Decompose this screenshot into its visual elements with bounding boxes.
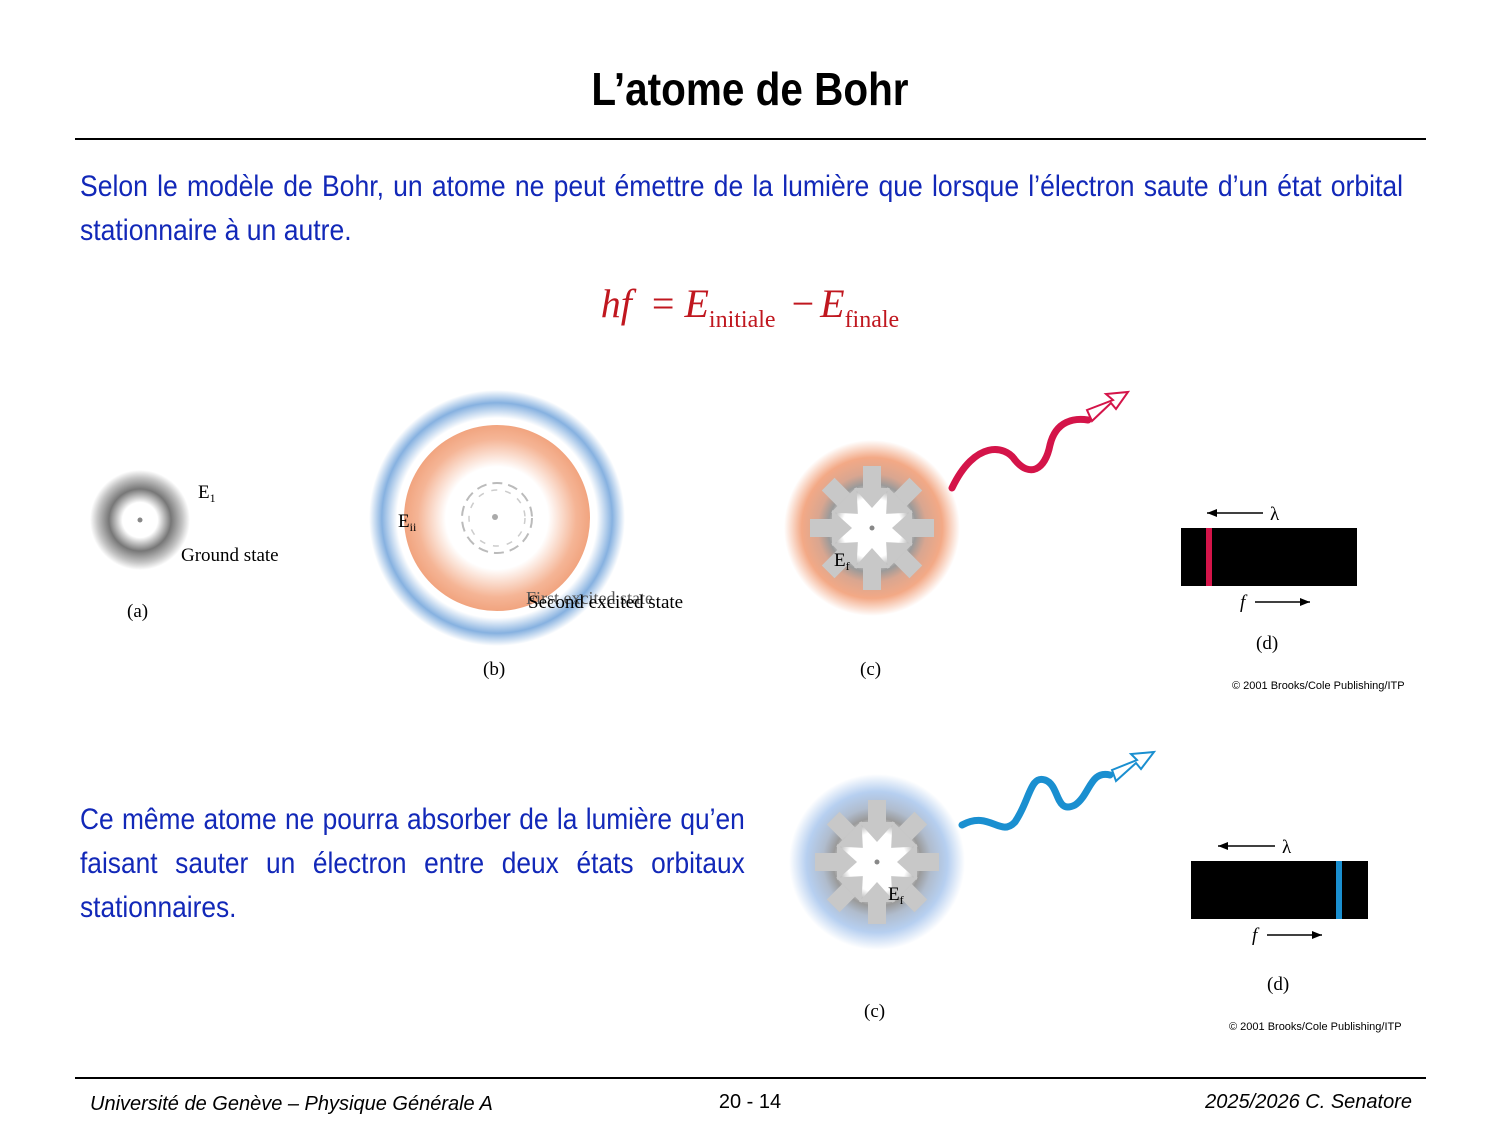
emitted-photon-wave: [948, 415, 1092, 492]
photon-arrow-icon: [1110, 750, 1157, 783]
caption-b: (b): [483, 659, 505, 680]
footer-institution: Université de Genève – Physique Générale…: [90, 1093, 493, 1115]
dashed-orbit: [461, 482, 533, 554]
nucleus-icon: [137, 517, 143, 523]
title-divider: [75, 138, 1426, 140]
label-ground-state: Ground state: [181, 545, 279, 566]
slide-title: L’atome de Bohr: [591, 63, 909, 115]
absorbed-photon-wave: [958, 770, 1114, 831]
formula-sub-final: finale: [844, 307, 900, 333]
emission-line: [1206, 528, 1212, 586]
nucleus-icon: [869, 525, 875, 531]
footer-page-number: 20 - 14: [718, 1091, 782, 1113]
caption-c-bottom: (c): [864, 1001, 885, 1022]
emission-figure: E1 Ground state (a) Eii First excited st…: [90, 390, 1405, 692]
intro-paragraph: Selon le modèle de Bohr, un atome ne peu…: [80, 165, 1408, 253]
formula-e-initial: E: [684, 281, 709, 326]
copyright-top: © 2001 Brooks/Cole Publishing/ITP: [1232, 680, 1405, 692]
copyright-bottom: © 2001 Brooks/Cole Publishing/ITP: [1229, 1021, 1402, 1033]
label-f-bottom: f: [1252, 925, 1260, 946]
footer-divider: [75, 1077, 1426, 1079]
caption-a: (a): [127, 601, 148, 622]
bohr-formula: hf = Einitiale − Efinale: [0, 280, 1500, 334]
formula-equals: =: [651, 281, 675, 326]
formula-lhs: hf: [600, 281, 632, 326]
caption-c: (c): [860, 659, 881, 680]
nucleus-icon: [874, 859, 880, 865]
label-f: f: [1240, 592, 1248, 613]
formula-sub-initial: initiale: [708, 307, 776, 333]
label-eii: Eii: [398, 511, 417, 534]
absorption-line: [1336, 861, 1342, 919]
label-ef-bottom: Ef: [888, 884, 904, 907]
absorption-paragraph-text: Ce même atome ne pourra absorber de la l…: [80, 803, 745, 924]
footer-author: 2025/2026 C. Senatore: [1205, 1091, 1412, 1113]
absorption-figure: Ef (c) λ f (d) © 2001 Brooks/Cole Publis…: [789, 750, 1402, 1033]
label-first-excited: First excited state: [526, 588, 653, 608]
label-second-excited: Second excited state: [528, 592, 683, 613]
formula-minus: −: [791, 281, 815, 326]
label-e1: E1: [198, 482, 216, 505]
absorption-paragraph: Ce même atome ne pourra absorber de la l…: [80, 798, 747, 930]
label-ef-top: Ef: [834, 550, 850, 573]
nucleus-icon: [492, 514, 498, 520]
formula-e-final: E: [820, 281, 845, 326]
caption-d: (d): [1256, 633, 1278, 654]
intro-paragraph-text: Selon le modèle de Bohr, un atome ne peu…: [80, 170, 1404, 247]
caption-d-bottom: (d): [1267, 974, 1289, 995]
label-lambda: λ: [1270, 504, 1280, 525]
photon-arrow-icon: [1085, 390, 1131, 423]
label-lambda-bottom: λ: [1282, 837, 1292, 858]
